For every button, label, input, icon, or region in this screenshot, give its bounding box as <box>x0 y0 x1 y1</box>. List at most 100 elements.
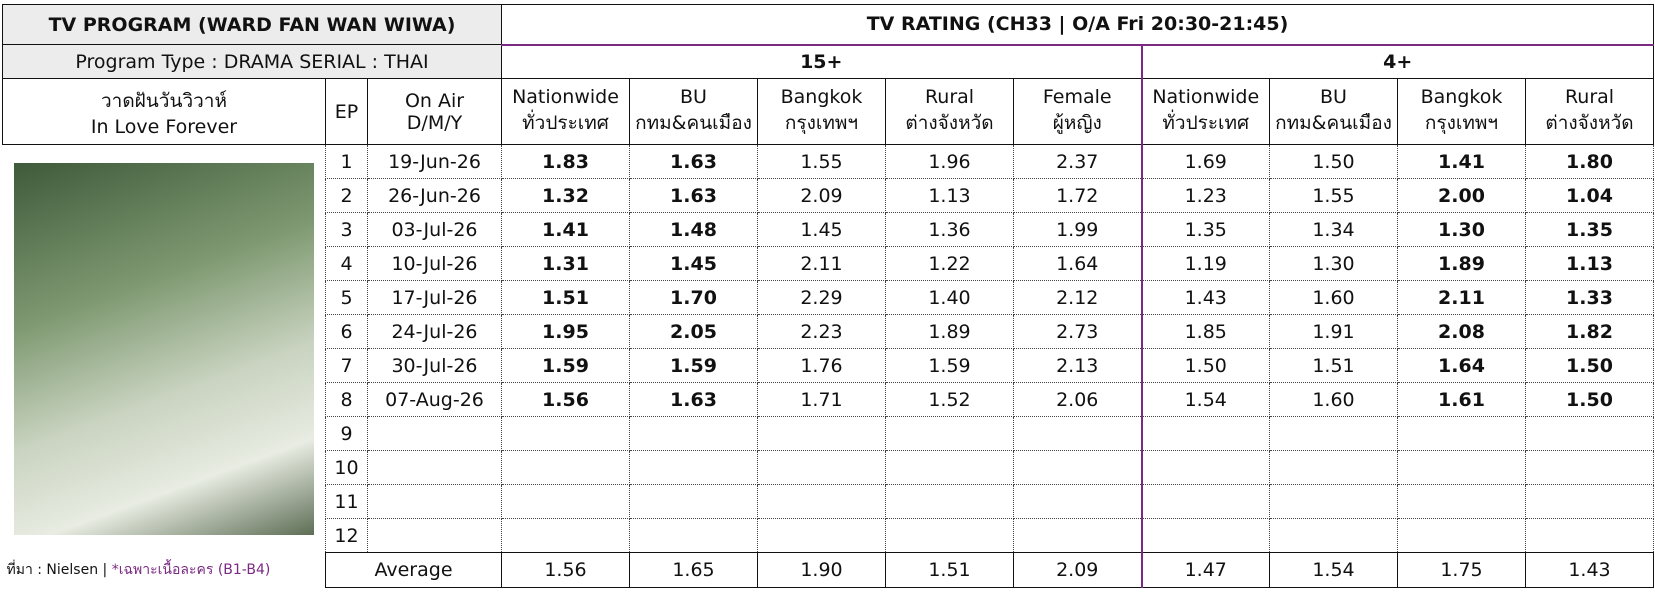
rating-value <box>1140 450 1270 485</box>
ep-number: 11 <box>325 484 368 519</box>
rating-value <box>1397 450 1526 485</box>
row: วาดฝันวันวิวาห์ In Love Forever EP On Air D/… <box>2 78 1654 145</box>
average-value: 1.75 <box>1397 552 1526 588</box>
ep-number: 2 <box>325 178 368 213</box>
rating-value: 1.70 <box>629 280 758 315</box>
rating-value <box>1525 416 1654 451</box>
rating-value: 1.19 <box>1140 246 1270 281</box>
header-line: Nationwide <box>1152 85 1260 108</box>
ep-number: 10 <box>325 450 368 485</box>
rating-title: TV RATING (CH33 | O/A Fri 20:30-21:45) <box>501 4 1654 45</box>
header-line: On Air <box>404 89 465 112</box>
rating-value: 2.09 <box>757 178 886 213</box>
rating-value <box>1397 518 1526 553</box>
rating-value: 1.89 <box>1397 246 1526 281</box>
header-line: กรุงเทพฯ <box>784 111 859 134</box>
row: 7 30-Jul-26 1.59 1.59 1.76 1.59 2.13 1.50 1.51 1.… <box>3 348 1654 383</box>
header-line: Rural <box>1564 85 1615 108</box>
header-line: กทม&คนเมือง <box>1275 111 1392 134</box>
column-header: Bangkok กรุงเทพฯ <box>1397 78 1526 145</box>
rating-value: 1.30 <box>1269 246 1398 281</box>
header-line: กรุงเทพฯ <box>1424 111 1499 134</box>
rating-value: 2.11 <box>1397 280 1526 315</box>
rating-value: 1.72 <box>1013 178 1142 213</box>
rating-value <box>885 518 1014 553</box>
header-line: Female <box>1042 85 1112 108</box>
row: 5 17-Jul-26 1.51 1.70 2.29 1.40 2.12 1.43 1.60 2.… <box>3 280 1654 315</box>
air-date: 26-Jun-26 <box>367 178 502 213</box>
rating-value: 1.89 <box>885 314 1014 349</box>
rating-value: 2.13 <box>1013 348 1142 383</box>
ep-number: 9 <box>325 416 368 451</box>
footer-cell: ที่มา : Nielsen | *เฉพาะเนื้อละคร (B1-B4… <box>3 553 326 588</box>
ep-number: 5 <box>325 280 368 315</box>
column-header: Rural ต่างจังหวัด <box>885 78 1014 145</box>
rating-value: 1.30 <box>1397 212 1526 247</box>
rating-value: 1.43 <box>1140 280 1270 315</box>
average-value: 1.56 <box>501 552 630 588</box>
rating-value <box>757 450 886 485</box>
rating-value: 1.59 <box>885 348 1014 383</box>
air-date: 03-Jul-26 <box>367 212 502 247</box>
rating-value: 1.50 <box>1525 382 1654 417</box>
source: ที่มา : Nielsen | <box>6 562 108 578</box>
header-line: BU <box>680 85 707 108</box>
rating-value: 1.35 <box>1140 212 1270 247</box>
rating-value: 1.59 <box>629 348 758 383</box>
rating-value: 1.55 <box>1269 178 1398 213</box>
rating-value: 1.50 <box>1140 348 1270 383</box>
rating-value <box>885 450 1014 485</box>
rating-table: TV PROGRAM (WARD FAN WAN WIWA) TV RATING … <box>2 4 1654 588</box>
rating-value: 1.83 <box>501 144 630 179</box>
rating-value: 1.45 <box>629 246 758 281</box>
rating-value <box>501 416 630 451</box>
column-header: Nationwide ทั่วประเทศ <box>501 78 630 145</box>
rating-value: 1.23 <box>1140 178 1270 213</box>
row: ที่มา : Nielsen | *เฉพาะเนื้อละคร (B1-B4… <box>3 552 1654 588</box>
rating-value <box>1140 518 1270 553</box>
row: 11 <box>3 484 1654 519</box>
on-air-header: On Air D/M/Y <box>367 78 502 145</box>
ep-number: 8 <box>325 382 368 417</box>
rating-value <box>1140 484 1270 519</box>
poster-cell <box>3 145 326 553</box>
rating-value <box>1525 484 1654 519</box>
air-date: 17-Jul-26 <box>367 280 502 315</box>
rating-value: 1.60 <box>1269 382 1398 417</box>
air-date <box>367 450 502 485</box>
header-line: วาดฝันวันวิวาห์ <box>101 89 227 112</box>
row: 1 19-Jun-26 1.83 1.63 1.55 1.96 2.37 1.69 1.50 1.… <box>3 144 1654 535</box>
air-date: 30-Jul-26 <box>367 348 502 383</box>
rating-value <box>1013 416 1142 451</box>
row: 6 24-Jul-26 1.95 2.05 2.23 1.89 2.73 1.85 1.91 2.… <box>3 314 1654 349</box>
ep-header: EP <box>325 78 368 145</box>
rating-value: 2.73 <box>1013 314 1142 349</box>
rating-value: 1.33 <box>1525 280 1654 315</box>
column-header: BU กทม&คนเมือง <box>629 78 758 145</box>
rating-value <box>629 416 758 451</box>
rating-value: 1.41 <box>501 212 630 247</box>
rating-value: 1.76 <box>757 348 886 383</box>
air-date: 24-Jul-26 <box>367 314 502 349</box>
ep-number: 1 <box>325 144 368 179</box>
rating-value <box>757 416 886 451</box>
rating-value: 1.59 <box>501 348 630 383</box>
rating-value: 1.63 <box>629 178 758 213</box>
note: *เฉพาะเนื้อละคร (B1-B4) <box>111 562 271 578</box>
rating-value <box>501 518 630 553</box>
rating-value: 1.56 <box>501 382 630 417</box>
rating-value: 2.05 <box>629 314 758 349</box>
average-value: 1.65 <box>629 552 758 588</box>
air-date: 10-Jul-26 <box>367 246 502 281</box>
rating-value <box>1525 450 1654 485</box>
rating-value: 1.45 <box>757 212 886 247</box>
rating-value: 1.54 <box>1140 382 1270 417</box>
average-value: 1.43 <box>1525 552 1654 588</box>
header-line: ผู้หญิง <box>1052 111 1102 134</box>
rating-value <box>757 484 886 519</box>
column-header: Bangkok กรุงเทพฯ <box>757 78 886 145</box>
rating-value <box>1013 450 1142 485</box>
rating-value <box>629 450 758 485</box>
rating-value: 2.29 <box>757 280 886 315</box>
